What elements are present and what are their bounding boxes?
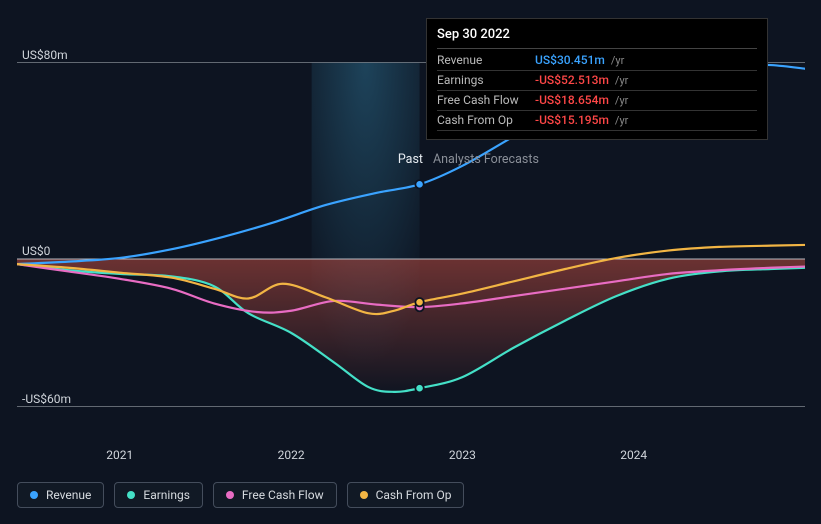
legend-label: Cash From Op <box>376 488 452 502</box>
tooltip-row: Revenue US$30.451m/yr <box>437 51 757 71</box>
financial-forecast-chart: Sep 30 2022 RevenueUS$30.451m/yrEarnings… <box>0 0 821 524</box>
tooltip-row: Free Cash Flow -US$18.654m/yr <box>437 91 757 111</box>
tooltip-metric-label: Earnings <box>437 73 529 87</box>
legend-dot-icon <box>226 491 234 499</box>
y-axis-label: -US$60m <box>22 392 71 406</box>
tooltip-metric-label: Revenue <box>437 53 529 67</box>
legend-label: Revenue <box>46 488 91 502</box>
tooltip-metric-value: -US$52.513m <box>535 73 609 87</box>
legend-item-free-cash-flow[interactable]: Free Cash Flow <box>213 482 337 508</box>
tooltip-metric-unit: /yr <box>615 114 628 127</box>
x-axis-label: 2024 <box>620 448 647 462</box>
legend-item-revenue[interactable]: Revenue <box>17 482 104 508</box>
legend-item-cash-from-op[interactable]: Cash From Op <box>347 482 465 508</box>
tooltip-metric-value: -US$18.654m <box>535 93 609 107</box>
x-axis-label: 2021 <box>106 448 133 462</box>
tooltip-metric-label: Cash From Op <box>437 113 529 127</box>
legend-label: Free Cash Flow <box>242 488 324 502</box>
legend-dot-icon <box>127 491 135 499</box>
tooltip-metric-label: Free Cash Flow <box>437 93 529 107</box>
tooltip-metric-value: US$30.451m <box>535 53 605 67</box>
x-axis-label: 2022 <box>278 448 305 462</box>
tooltip-date: Sep 30 2022 <box>437 25 757 49</box>
legend-dot-icon <box>30 491 38 499</box>
legend-item-earnings[interactable]: Earnings <box>114 482 203 508</box>
legend: Revenue Earnings Free Cash Flow Cash From O… <box>17 482 464 508</box>
tooltip-metric-unit: /yr <box>615 74 628 87</box>
y-axis-label: US$0 <box>22 244 50 258</box>
tooltip-metric-unit: /yr <box>615 94 628 107</box>
legend-dot-icon <box>360 491 368 499</box>
label-forecast: Analysts Forecasts <box>433 152 539 167</box>
tooltip: Sep 30 2022 RevenueUS$30.451m/yrEarnings… <box>426 18 768 140</box>
tooltip-row: Cash From Op -US$15.195m/yr <box>437 111 757 131</box>
x-axis-label: 2023 <box>449 448 476 462</box>
tooltip-metric-unit: /yr <box>611 54 624 67</box>
label-past: Past <box>398 152 423 167</box>
tooltip-row: Earnings -US$52.513m/yr <box>437 71 757 91</box>
legend-label: Earnings <box>143 488 190 502</box>
tooltip-metric-value: -US$15.195m <box>535 113 609 127</box>
y-axis-label: US$80m <box>22 48 68 62</box>
